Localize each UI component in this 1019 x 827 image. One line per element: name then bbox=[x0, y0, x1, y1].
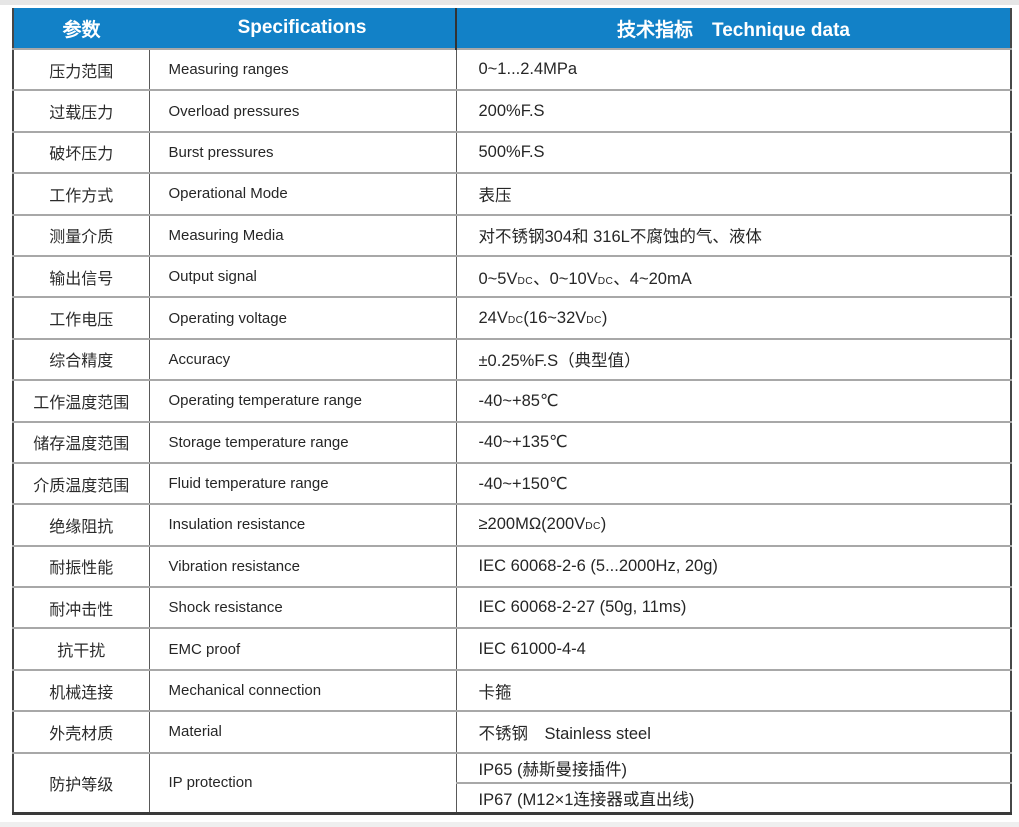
param-en-cell: Mechanical connection bbox=[148, 668, 456, 712]
param-zh-cell: 测量介质 bbox=[13, 213, 149, 256]
param-zh-cell: 破坏压力 bbox=[13, 130, 149, 174]
table-row: 介质温度范围 Fluid temperature range -40~+150℃ bbox=[13, 461, 1011, 505]
value-cell: ±0.25%F.S（典型值） bbox=[455, 337, 1011, 381]
value-unit-subscript: DC bbox=[597, 275, 614, 287]
table-row: 抗干扰 EMC proof IEC 61000-4-4 bbox=[13, 627, 1011, 670]
param-en-cell: Output signal bbox=[148, 254, 456, 298]
param-en-cell: Operating temperature range bbox=[148, 379, 456, 422]
value-cell: 不锈钢 Stainless steel bbox=[455, 710, 1011, 753]
page-bottom-strip bbox=[0, 822, 1019, 827]
table-row: 机械连接 Mechanical connection 卡箍 bbox=[13, 668, 1011, 712]
table-row: 储存温度范围 Storage temperature range -40~+135℃ bbox=[13, 420, 1011, 463]
table-row: 工作电压 Operating voltage 24VDC(16~32VDC) bbox=[13, 296, 1011, 339]
table-subrow: IP67 (M12×1连接器或直出线) bbox=[13, 781, 1011, 814]
param-en-cell: Vibration resistance bbox=[148, 544, 456, 588]
param-en-cell: Operational Mode bbox=[148, 172, 456, 215]
param-en-cell: Measuring ranges bbox=[148, 47, 456, 91]
param-en-cell: Burst pressures bbox=[148, 130, 456, 174]
spec-table-wrap: 参数 Specifications 技术指标 Technique data 压力… bbox=[12, 8, 1012, 815]
param-zh-cell: 防护等级 bbox=[13, 751, 149, 814]
param-en-cell: Shock resistance bbox=[148, 586, 456, 629]
value-cell: -40~+85℃ bbox=[455, 379, 1011, 422]
param-en-cell: Overload pressures bbox=[148, 89, 456, 132]
value-cell: 表压 bbox=[455, 172, 1011, 215]
value-cell: ≥200MΩ(200VDC) bbox=[455, 503, 1011, 546]
param-zh-cell: 储存温度范围 bbox=[13, 420, 149, 463]
param-zh-cell: 过载压力 bbox=[13, 89, 149, 132]
value-cell: 0~5VDC、0~10VDC、4~20mA bbox=[455, 254, 1011, 298]
header-col-param: 参数 bbox=[13, 8, 149, 49]
param-en-cell: IP protection bbox=[148, 751, 456, 814]
param-zh-cell: 压力范围 bbox=[13, 47, 149, 91]
table-row: 耐振性能 Vibration resistance IEC 60068-2-6 (5… bbox=[13, 544, 1011, 588]
value-cell: 对不锈钢304和 316L不腐蚀的气、液体 bbox=[455, 213, 1011, 256]
spec-table: 参数 Specifications 技术指标 Technique data 压力… bbox=[12, 8, 1012, 815]
param-zh-cell: 工作温度范围 bbox=[13, 379, 149, 422]
header-col-technique-data: 技术指标 Technique data bbox=[455, 8, 1011, 49]
spec-table-body: 压力范围 Measuring ranges 0~1...2.4MPa 过载压力 Over… bbox=[13, 47, 1011, 814]
param-en-cell: Storage temperature range bbox=[148, 420, 456, 463]
param-en-cell: EMC proof bbox=[148, 627, 456, 670]
value-cell: IP65 (赫斯曼接插件) bbox=[455, 751, 1011, 783]
param-zh-cell: 工作电压 bbox=[13, 296, 149, 339]
value-text: ) bbox=[601, 308, 608, 327]
table-row: 破坏压力 Burst pressures 500%F.S bbox=[13, 130, 1011, 174]
table-row: 耐冲击性 Shock resistance IEC 60068-2-27 (50g,… bbox=[13, 586, 1011, 629]
value-unit-subscript: DC bbox=[517, 275, 534, 287]
param-zh-cell: 工作方式 bbox=[13, 172, 149, 215]
value-text: 、0~10V bbox=[533, 269, 598, 288]
table-row: 工作温度范围 Operating temperature range -40~+85… bbox=[13, 379, 1011, 422]
value-cell: 0~1...2.4MPa bbox=[455, 47, 1011, 91]
param-zh-cell: 绝缘阻抗 bbox=[13, 503, 149, 546]
value-text: ≥200MΩ(200V bbox=[478, 515, 586, 534]
param-en-cell: Operating voltage bbox=[148, 296, 456, 339]
value-text: 24V bbox=[478, 308, 508, 327]
param-zh-cell: 输出信号 bbox=[13, 254, 149, 298]
value-cell: -40~+135℃ bbox=[455, 420, 1011, 463]
param-en-cell: Measuring Media bbox=[148, 213, 456, 256]
value-cell: 24VDC(16~32VDC) bbox=[455, 296, 1011, 339]
param-zh-cell: 抗干扰 bbox=[13, 627, 149, 670]
param-zh-cell: 介质温度范围 bbox=[13, 461, 149, 505]
param-zh-cell: 综合精度 bbox=[13, 337, 149, 381]
value-cell: 500%F.S bbox=[455, 130, 1011, 174]
value-cell: IEC 60068-2-6 (5...2000Hz, 20g) bbox=[455, 544, 1011, 588]
table-row: 输出信号 Output signal 0~5VDC、0~10VDC、4~20mA bbox=[13, 254, 1011, 298]
table-row: 测量介质 Measuring Media 对不锈钢304和 316L不腐蚀的气、液体 bbox=[13, 213, 1011, 256]
param-zh-cell: 耐冲击性 bbox=[13, 586, 149, 629]
spec-table-header: 参数 Specifications 技术指标 Technique data bbox=[13, 8, 1011, 49]
value-cell: -40~+150℃ bbox=[455, 461, 1011, 505]
table-row: 过载压力 Overload pressures 200%F.S bbox=[13, 89, 1011, 132]
param-zh-cell: 外壳材质 bbox=[13, 710, 149, 753]
value-text: 0~5V bbox=[478, 269, 518, 288]
table-row: 压力范围 Measuring ranges 0~1...2.4MPa bbox=[13, 47, 1011, 91]
param-zh-cell: 耐振性能 bbox=[13, 544, 149, 588]
value-unit-subscript: DC bbox=[586, 314, 602, 326]
table-row: 综合精度 Accuracy ±0.25%F.S（典型值） bbox=[13, 337, 1011, 381]
table-row: 绝缘阻抗 Insulation resistance ≥200MΩ(200VDC) bbox=[13, 503, 1011, 546]
value-text: 、4~20mA bbox=[613, 269, 692, 288]
param-en-cell: Accuracy bbox=[148, 337, 456, 381]
value-text: ) bbox=[600, 515, 607, 534]
table-row: 外壳材质 Material 不锈钢 Stainless steel bbox=[13, 710, 1011, 753]
value-cell: IP67 (M12×1连接器或直出线) bbox=[455, 781, 1011, 814]
param-en-cell: Material bbox=[148, 710, 456, 753]
header-col-specifications: Specifications bbox=[149, 8, 456, 49]
param-en-cell: Insulation resistance bbox=[148, 503, 456, 546]
table-row: 防护等级 IP protection IP65 (赫斯曼接插件) bbox=[13, 751, 1011, 814]
value-cell: IEC 60068-2-27 (50g, 11ms) bbox=[455, 586, 1011, 629]
value-cell: 卡箍 bbox=[455, 668, 1011, 712]
value-unit-subscript: DC bbox=[507, 314, 524, 326]
value-cell: IEC 61000-4-4 bbox=[455, 627, 1011, 670]
value-text: (16~32V bbox=[523, 308, 587, 327]
header-row: 参数 Specifications 技术指标 Technique data bbox=[13, 8, 1011, 49]
table-row: 工作方式 Operational Mode 表压 bbox=[13, 172, 1011, 215]
value-cell: 200%F.S bbox=[455, 89, 1011, 132]
param-zh-cell: 机械连接 bbox=[13, 668, 149, 712]
param-en-cell: Fluid temperature range bbox=[148, 461, 456, 505]
value-unit-subscript: DC bbox=[585, 521, 601, 533]
page-top-strip bbox=[0, 0, 1019, 5]
